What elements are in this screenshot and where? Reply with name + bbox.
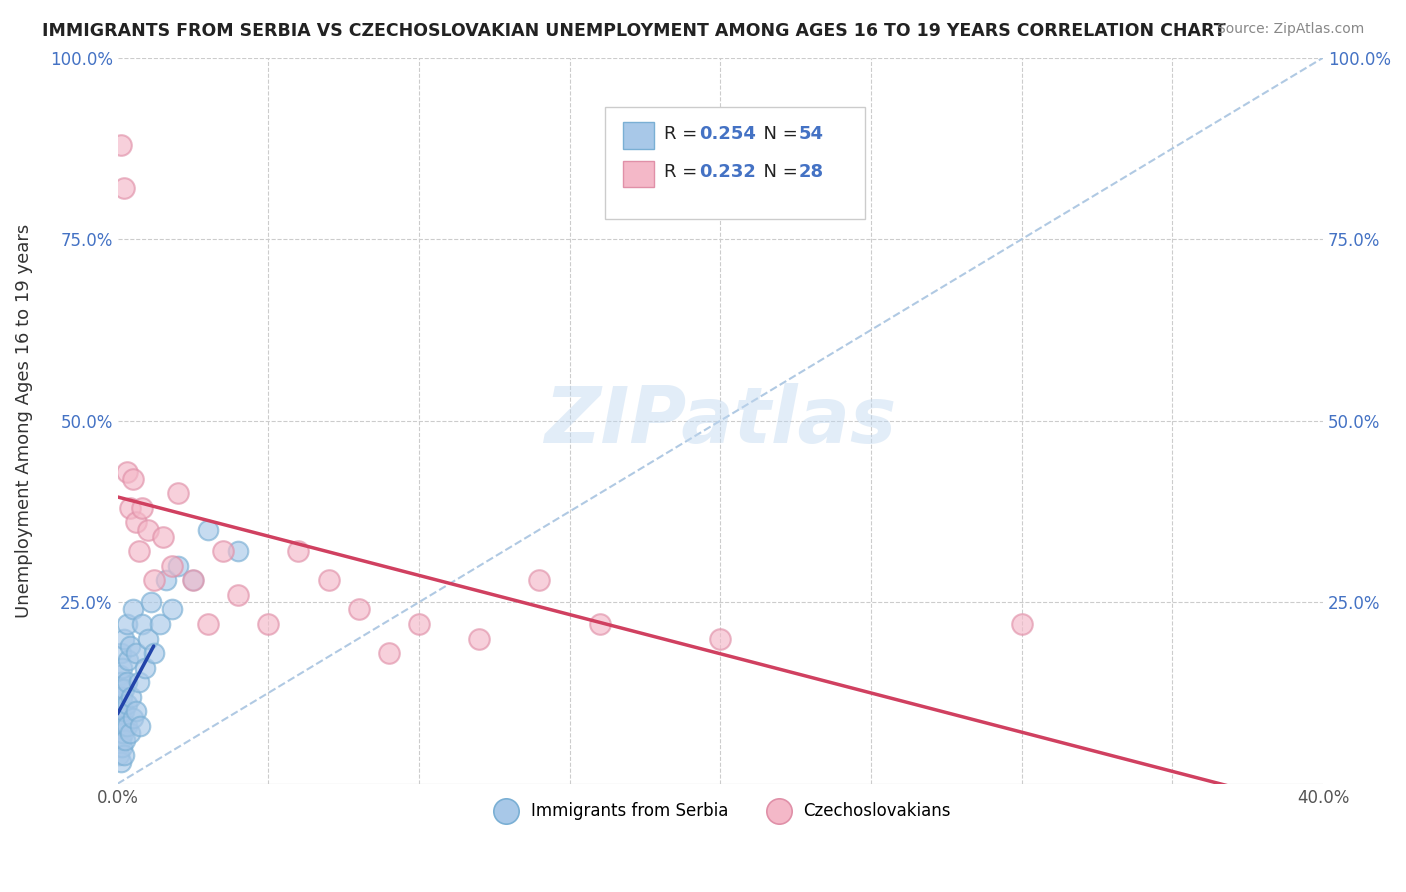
Point xyxy=(709,632,731,646)
Point xyxy=(142,646,165,660)
Point xyxy=(108,711,131,725)
Text: R =: R = xyxy=(664,125,703,143)
Point xyxy=(110,675,132,690)
Point xyxy=(378,646,401,660)
Point xyxy=(120,690,142,704)
Point xyxy=(226,544,249,558)
Point xyxy=(197,617,219,632)
Point xyxy=(128,544,150,558)
Point xyxy=(121,602,143,616)
Point xyxy=(212,544,235,558)
Point xyxy=(112,747,135,762)
Point xyxy=(114,733,136,747)
Point xyxy=(110,682,132,697)
Point xyxy=(118,726,141,740)
Point xyxy=(118,500,141,515)
Point xyxy=(112,719,135,733)
Point xyxy=(128,675,150,690)
Point xyxy=(160,602,183,616)
Point xyxy=(111,660,134,674)
Text: IMMIGRANTS FROM SERBIA VS CZECHOSLOVAKIAN UNEMPLOYMENT AMONG AGES 16 TO 19 YEARS: IMMIGRANTS FROM SERBIA VS CZECHOSLOVAKIA… xyxy=(42,22,1226,40)
Point xyxy=(468,632,491,646)
Point xyxy=(152,530,174,544)
Text: 0.254: 0.254 xyxy=(699,125,755,143)
Point xyxy=(108,704,131,718)
Point xyxy=(408,617,430,632)
Point xyxy=(318,574,340,588)
Point xyxy=(124,704,146,718)
Point xyxy=(124,516,146,530)
Point xyxy=(131,500,153,515)
Point xyxy=(257,617,280,632)
Point xyxy=(226,588,249,602)
Point xyxy=(111,711,134,725)
Point xyxy=(112,181,135,195)
Point xyxy=(181,574,204,588)
Point xyxy=(589,617,612,632)
Point xyxy=(121,472,143,486)
Point xyxy=(115,675,138,690)
Point xyxy=(107,719,129,733)
Text: 0.232: 0.232 xyxy=(699,163,755,181)
Point xyxy=(529,574,551,588)
Point xyxy=(108,726,131,740)
Point xyxy=(108,690,131,704)
Text: 54: 54 xyxy=(799,125,824,143)
Text: Source: ZipAtlas.com: Source: ZipAtlas.com xyxy=(1216,22,1364,37)
Text: R =: R = xyxy=(664,163,703,181)
Text: ZIPatlas: ZIPatlas xyxy=(544,383,897,458)
Point xyxy=(111,740,134,755)
Point xyxy=(181,574,204,588)
Point xyxy=(107,740,129,755)
Point xyxy=(110,704,132,718)
Point xyxy=(115,697,138,711)
Point xyxy=(142,574,165,588)
Point xyxy=(134,660,156,674)
Point xyxy=(131,617,153,632)
Point xyxy=(107,747,129,762)
Point xyxy=(111,726,134,740)
Point xyxy=(110,719,132,733)
Text: 28: 28 xyxy=(799,163,824,181)
Point xyxy=(108,733,131,747)
Point xyxy=(115,465,138,479)
Text: N =: N = xyxy=(752,125,804,143)
Point xyxy=(110,733,132,747)
Point xyxy=(136,632,159,646)
Point xyxy=(121,711,143,725)
Point xyxy=(155,574,177,588)
Point xyxy=(129,719,152,733)
Point xyxy=(110,646,132,660)
Point xyxy=(110,697,132,711)
Point xyxy=(112,632,135,646)
Point xyxy=(112,682,135,697)
Point xyxy=(166,558,188,573)
Point xyxy=(197,523,219,537)
Point xyxy=(117,653,139,667)
Point xyxy=(110,137,132,152)
Point xyxy=(287,544,309,558)
Text: N =: N = xyxy=(752,163,804,181)
Point xyxy=(166,486,188,500)
Point xyxy=(118,639,141,653)
Point xyxy=(124,646,146,660)
Point xyxy=(160,558,183,573)
Point xyxy=(149,617,172,632)
Point xyxy=(112,704,135,718)
Y-axis label: Unemployment Among Ages 16 to 19 years: Unemployment Among Ages 16 to 19 years xyxy=(15,224,32,618)
Point xyxy=(139,595,162,609)
Point xyxy=(115,719,138,733)
Point xyxy=(115,617,138,632)
Point xyxy=(111,690,134,704)
Point xyxy=(1011,617,1033,632)
Point xyxy=(347,602,370,616)
Point xyxy=(136,523,159,537)
Point xyxy=(108,668,131,682)
Legend: Immigrants from Serbia, Czechoslovakians: Immigrants from Serbia, Czechoslovakians xyxy=(482,795,957,826)
Point xyxy=(110,755,132,769)
